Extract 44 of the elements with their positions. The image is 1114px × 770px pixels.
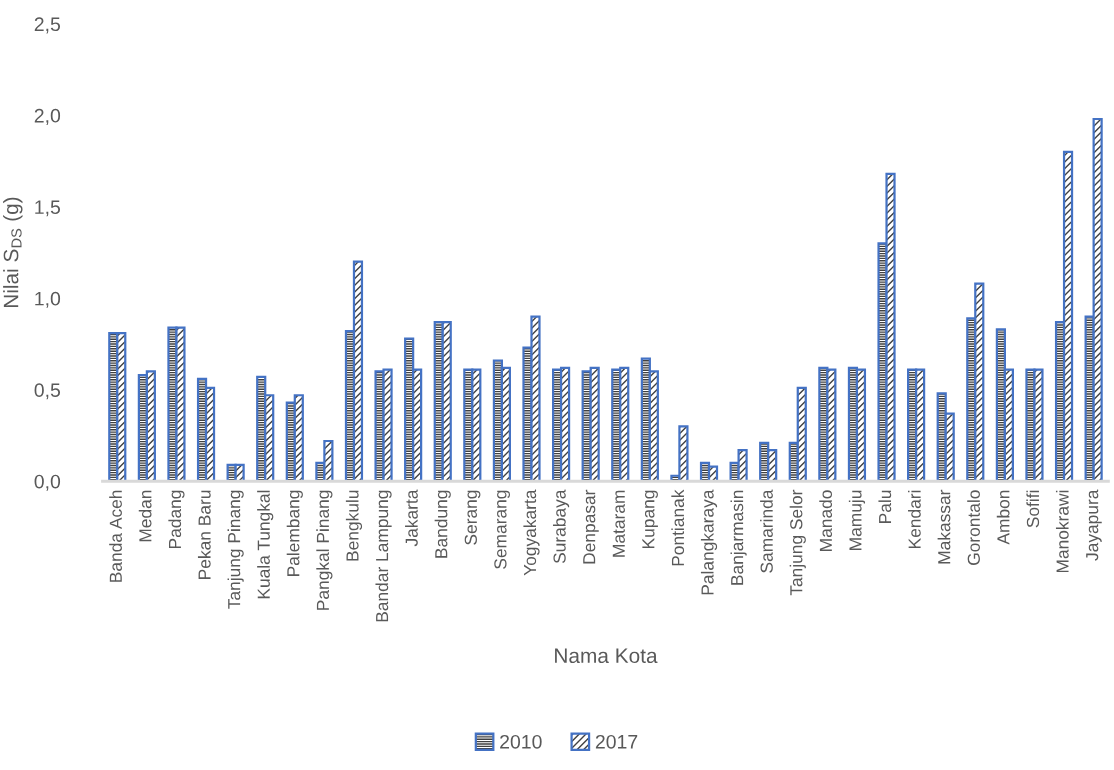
x-tick-label: Banjarmasin bbox=[730, 490, 747, 585]
y-tick-label: 2,5 bbox=[34, 17, 61, 34]
x-tick-label: Kupang bbox=[642, 490, 658, 549]
x-tick-label: Palu bbox=[878, 490, 892, 523]
y-tick-label: 2,0 bbox=[34, 108, 61, 125]
x-tick-label: Padang bbox=[168, 490, 185, 549]
y-axis-title: Nilai S$_{DS}$ (g) bbox=[3, 197, 23, 308]
x-tick-label: Tanjung Pinang bbox=[227, 490, 244, 609]
x-tick-label: Ambon bbox=[996, 490, 1010, 545]
x-tick-label: Palangkaraya bbox=[700, 489, 718, 595]
y-tick-label: 1,5 bbox=[35, 200, 61, 217]
x-tick-label: Bengkulu bbox=[345, 490, 363, 561]
x-tick-label: Banda Aceh bbox=[109, 490, 122, 582]
y-tick-label: 0,0 bbox=[34, 474, 61, 491]
x-tick-label: Pangkal Pinang bbox=[316, 490, 333, 610]
x-tick-label: Serang bbox=[464, 490, 481, 545]
y-tick-label: 1,0 bbox=[35, 291, 61, 308]
x-tick-label: Manokrawi bbox=[1055, 490, 1069, 573]
x-tick-label: Manado bbox=[819, 490, 833, 551]
x-tick-label: Mataram bbox=[612, 490, 625, 557]
x-tick-label: Gorontalo bbox=[967, 490, 980, 565]
legend-label: 2010 bbox=[500, 734, 542, 749]
x-tick-label: Makassar bbox=[937, 489, 951, 564]
x-tick-label: Denpasar bbox=[583, 489, 599, 564]
x-tick-label: Bandar Lampung bbox=[375, 490, 392, 622]
x-tick-label: Sofifi bbox=[1026, 490, 1040, 528]
x-tick-label: Pontianak bbox=[671, 489, 685, 566]
x-axis-title: Nama Kota bbox=[555, 648, 658, 664]
x-tick-label: Medan bbox=[138, 490, 152, 542]
x-tick-label: Kuala Tungkal bbox=[257, 490, 274, 599]
x-tick-label: Surabaya bbox=[552, 489, 570, 564]
x-tick-label: Semarang bbox=[494, 490, 510, 569]
x-tick-label: Palembang bbox=[286, 490, 303, 576]
x-tick-label: Jakarta bbox=[405, 489, 418, 547]
x-tick-label: Mamuju bbox=[848, 490, 866, 550]
x-tick-label: Yogyakarta bbox=[523, 489, 540, 576]
y-tick-label: 0,5 bbox=[34, 383, 61, 400]
x-tick-label: Bandung bbox=[434, 490, 451, 558]
legend-label: 2017 bbox=[595, 734, 638, 749]
x-tick-label: Jayapura bbox=[1086, 489, 1102, 561]
x-tick-label: Pekan Baru bbox=[197, 490, 211, 579]
x-tick-label: Kendari bbox=[908, 490, 921, 548]
x-tick-label: Samarinda bbox=[760, 489, 773, 573]
x-tick-label: Tanjung Selor bbox=[789, 489, 806, 596]
